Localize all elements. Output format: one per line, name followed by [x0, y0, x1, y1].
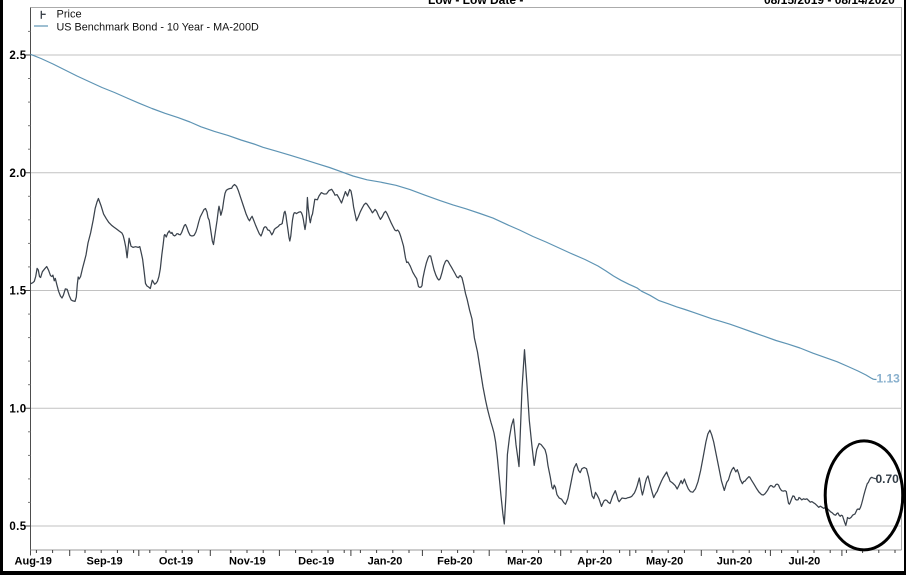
svg-text:May-20: May-20 — [646, 556, 683, 568]
svg-text:Dec-19: Dec-19 — [298, 556, 334, 568]
svg-text:1.0: 1.0 — [9, 403, 26, 415]
svg-text:0.70: 0.70 — [876, 472, 900, 486]
svg-text:Feb-20: Feb-20 — [437, 556, 472, 568]
svg-text:Price: Price — [57, 9, 82, 21]
svg-text:Nov-19: Nov-19 — [229, 556, 266, 568]
svg-text:1.5: 1.5 — [9, 286, 26, 298]
svg-text:US Benchmark Bond - 10 Year -: US Benchmark Bond - 10 Year - MA-200D — [57, 22, 259, 34]
svg-text:Aug-19: Aug-19 — [15, 556, 52, 568]
svg-text:Jun-20: Jun-20 — [717, 556, 752, 568]
svg-text:Jan-20: Jan-20 — [368, 556, 403, 568]
svg-text:Oct-19: Oct-19 — [159, 556, 193, 568]
svg-text:Jul-20: Jul-20 — [789, 556, 821, 568]
svg-text:2.5: 2.5 — [9, 50, 26, 62]
svg-text:Apr-20: Apr-20 — [577, 556, 612, 568]
svg-text:2.0: 2.0 — [9, 168, 26, 180]
svg-text:Mar-20: Mar-20 — [507, 556, 542, 568]
svg-text:Sep-19: Sep-19 — [87, 556, 123, 568]
svg-text:1.13: 1.13 — [877, 372, 901, 386]
svg-text:0.5: 0.5 — [9, 521, 26, 533]
